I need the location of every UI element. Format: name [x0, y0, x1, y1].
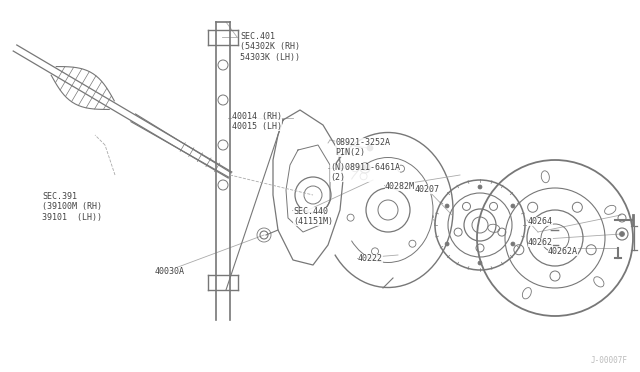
Text: SEC.440
(41151M): SEC.440 (41151M)	[293, 207, 333, 227]
Circle shape	[511, 242, 515, 246]
Text: 40264: 40264	[528, 217, 553, 226]
Text: 40262A: 40262A	[548, 247, 578, 256]
Text: 40207: 40207	[415, 185, 440, 194]
Text: N: N	[353, 165, 358, 171]
Text: SEC.391
(39100M (RH)
39101  (LH)): SEC.391 (39100M (RH) 39101 (LH))	[42, 192, 102, 222]
Circle shape	[511, 204, 515, 208]
Text: (N)08911-6461A
(2): (N)08911-6461A (2)	[330, 163, 400, 182]
Circle shape	[367, 145, 373, 151]
Text: 40262: 40262	[528, 238, 553, 247]
Text: J-00007F: J-00007F	[591, 356, 628, 365]
Circle shape	[478, 185, 482, 189]
Text: 08921-3252A
PIN(2): 08921-3252A PIN(2)	[335, 138, 390, 157]
Circle shape	[362, 166, 367, 170]
Circle shape	[478, 261, 482, 265]
Text: 40282M: 40282M	[385, 182, 415, 191]
Text: 40222: 40222	[358, 254, 383, 263]
Circle shape	[445, 204, 449, 208]
Circle shape	[445, 242, 449, 246]
Text: 40014 (RH)
40015 (LH): 40014 (RH) 40015 (LH)	[232, 112, 282, 131]
Circle shape	[620, 231, 625, 237]
Text: SEC.401
(54302K (RH)
54303K (LH)): SEC.401 (54302K (RH) 54303K (LH))	[240, 32, 300, 62]
Text: 40030A: 40030A	[155, 267, 185, 276]
